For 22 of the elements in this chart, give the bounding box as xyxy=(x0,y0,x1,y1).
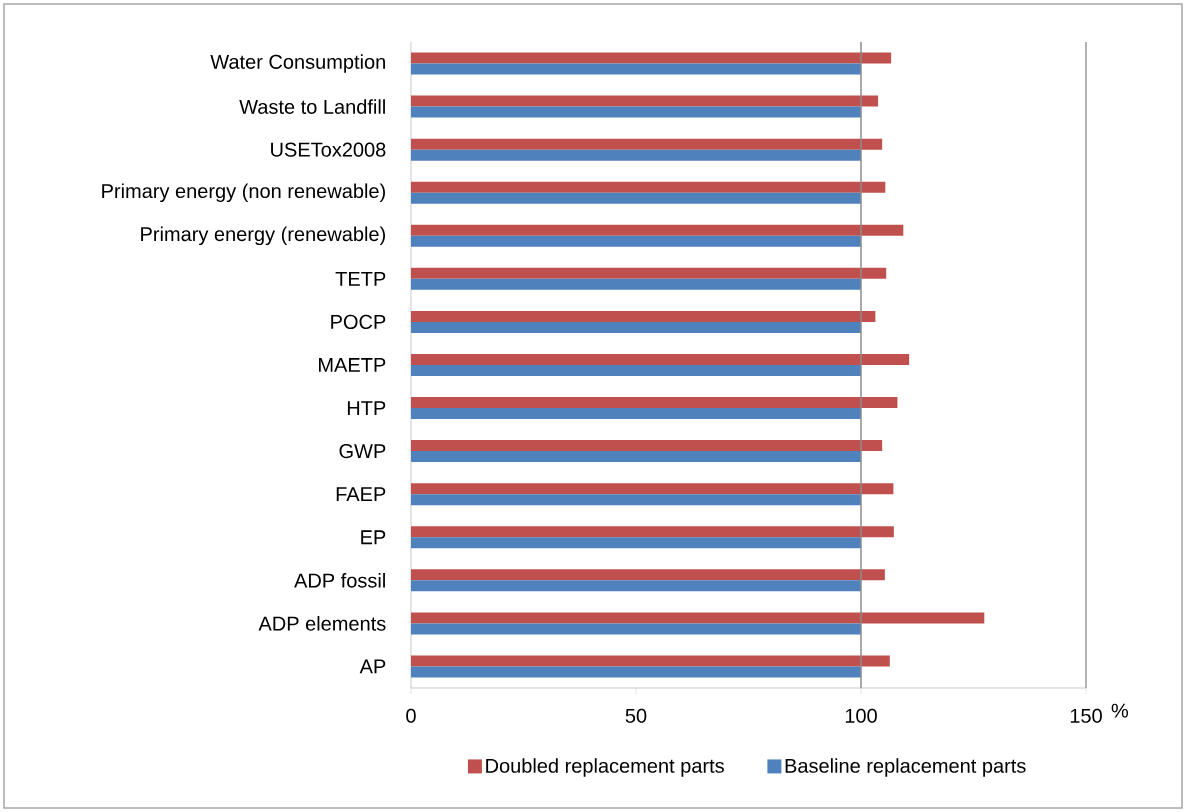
x-axis-title: % xyxy=(1111,703,1129,718)
y-tick-label: ADP elements xyxy=(258,616,386,631)
x-tick-label: 150 xyxy=(1070,708,1102,723)
y-tick-label: Waste to Landfill xyxy=(239,99,385,114)
y-tick-label: Primary energy (renewable) xyxy=(141,226,385,246)
y-tick-label: MAETP xyxy=(319,358,386,372)
legend-label: Baseline replacement parts xyxy=(785,758,1026,777)
legend-label: Doubled replacement parts xyxy=(486,758,724,777)
y-tick-label: ADP fossil xyxy=(294,572,385,588)
x-tick-label: 100 xyxy=(845,708,877,723)
y-tick-label: FAEP xyxy=(336,487,386,502)
y-tick-label: EP xyxy=(361,530,386,545)
x-tick-label: 50 xyxy=(625,708,647,723)
y-tick-label: Water Consumption xyxy=(210,54,385,73)
x-tick-label: 0 xyxy=(406,708,416,723)
y-tick-label: AP xyxy=(359,659,386,674)
y-tick-label: GWP xyxy=(339,444,386,459)
y-tick-label: USETox2008 xyxy=(271,142,386,157)
y-tick-label: Primary energy (non renewable) xyxy=(102,183,385,203)
y-tick-label: TETP xyxy=(335,271,386,286)
y-tick-label: HTP xyxy=(347,401,386,415)
y-tick-label: POCP xyxy=(331,314,386,329)
